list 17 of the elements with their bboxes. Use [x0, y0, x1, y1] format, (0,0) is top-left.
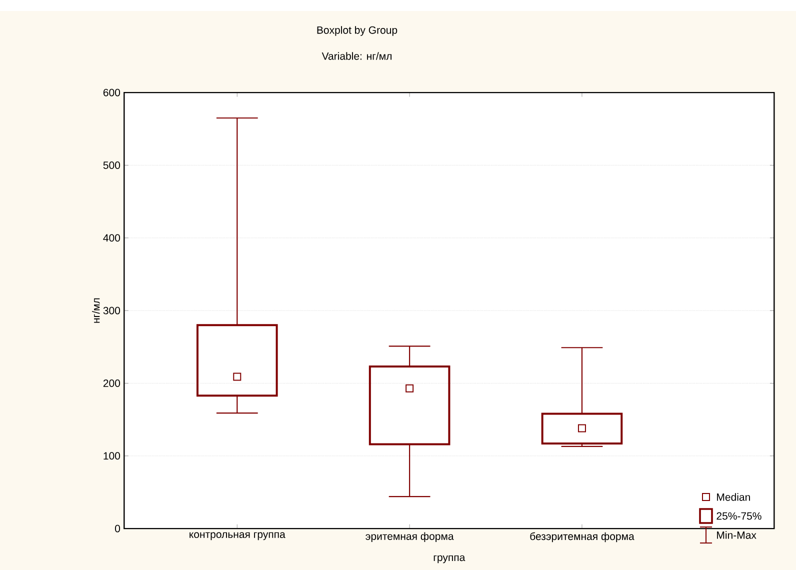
x-tick-label: безэритемная форма	[530, 532, 634, 542]
chart-title: Boxplot by Group	[317, 26, 398, 36]
y-tick-label: 0	[115, 524, 120, 532]
y-tick-label: 300	[103, 306, 120, 314]
y-tick-label: 200	[103, 380, 120, 387]
x-axis-title: группа	[434, 555, 466, 564]
y-tick-label: 400	[103, 234, 120, 242]
x-tick-label: эритемная форма	[366, 532, 454, 542]
x-tick-label: контрольная группа	[190, 532, 286, 540]
annotation: 25%-75%	[716, 512, 762, 520]
y-axis-title: нг/мл	[92, 298, 100, 323]
chart-subtitle: Variable: нг/мл	[322, 52, 392, 60]
y-tick-label: 500	[103, 162, 120, 169]
annotation: Median	[717, 493, 750, 501]
y-tick-label: 600	[103, 88, 120, 96]
text: Min-Max	[717, 531, 756, 539]
y-tick-label: 100	[104, 452, 120, 460]
